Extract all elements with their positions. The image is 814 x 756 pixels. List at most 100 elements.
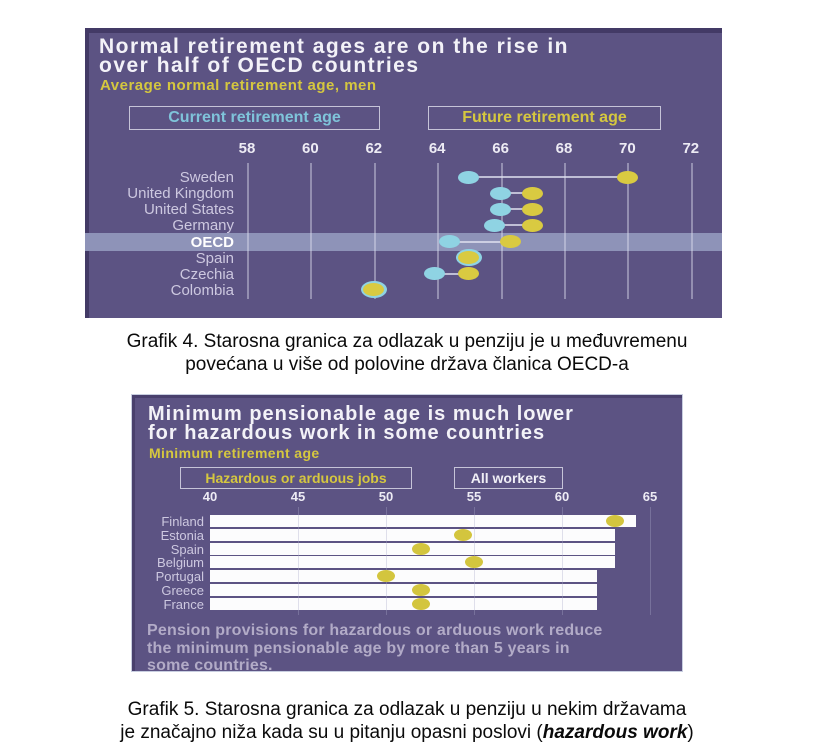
all-workers-bar: [210, 597, 598, 610]
x-gridline: [690, 163, 693, 299]
chart1-plot-area: 58 60 62 64 66 68 70 72 Sweden United Kingdom Unit…: [85, 28, 722, 318]
row-label-germany: Germany: [172, 217, 234, 235]
x-gridline: [310, 163, 313, 299]
chart2-note-line: some countries.: [147, 657, 273, 674]
legend-hazardous-jobs: Hazardous or arduous jobs: [180, 467, 412, 489]
connector-line: [494, 224, 533, 227]
chart2-title: Minimum pensionable age is much lower fo…: [148, 403, 574, 444]
hazardous-age-dot: [454, 528, 473, 541]
future-age-dot: [499, 235, 521, 249]
chart1-subtitle: Average normal retirement age, men: [100, 77, 377, 94]
row-label-united-kingdom: United Kingdom: [127, 185, 234, 203]
chart2-subtitle: Minimum retirement age: [149, 445, 320, 461]
legend-current-label: Current retirement age: [168, 109, 341, 126]
x-tick-label: 68: [555, 140, 573, 157]
current-age-dot: [483, 218, 505, 232]
caption5-line2: je značajno niža kada su u pitanju opasn…: [0, 721, 814, 744]
future-age-dot: [458, 267, 480, 281]
chart2-title-line2: for hazardous work in some countries: [148, 422, 546, 444]
connector-line: [500, 192, 533, 195]
current-age-dot: [490, 202, 512, 216]
legend-current-retirement-age: Current retirement age: [129, 106, 380, 130]
x-tick-label: 60: [302, 140, 319, 157]
row-label-colombia: Colombia: [170, 281, 234, 299]
x-gridline: [500, 163, 503, 299]
x-gridline: [627, 163, 630, 299]
caption4-line1: Grafik 4. Starosna granica za odlazak u …: [126, 331, 688, 352]
row-label-spain: Spain: [170, 541, 204, 557]
future-age-dot: [521, 218, 543, 232]
future-age-dot: [616, 170, 638, 184]
caption5-line2-prefix: je značajno niža kada su u pitanju opasn…: [120, 722, 543, 743]
chart2-plot-area: 40 45 50 55 60 65 Finland Estonia Spain Belgium Po…: [132, 395, 682, 674]
chart2-note-line: Pension provisions for hazardous or ardu…: [147, 622, 603, 639]
legend-future-retirement-age: Future retirement age: [428, 106, 661, 130]
x-tick-label: 66: [492, 140, 509, 157]
row-label-belgium: Belgium: [157, 555, 204, 571]
current-age-dot: [490, 186, 512, 200]
hazardous-age-dot: [412, 597, 431, 610]
all-workers-bar: [210, 528, 615, 541]
row-label-sweden: Sweden: [179, 169, 234, 186]
x-tick-label: 55: [466, 489, 482, 504]
x-tick-label: 62: [365, 140, 383, 157]
future-age-dot: [363, 283, 385, 297]
caption5-line2-suffix: ): [687, 722, 694, 743]
x-tick-label: 70: [619, 140, 636, 157]
current-age-dot: [423, 267, 445, 281]
hazardous-age-dot: [465, 556, 483, 569]
hazardous-age-dot: [605, 515, 624, 527]
x-gridline: [437, 163, 440, 299]
legend-hazardous-label: Hazardous or arduous jobs: [205, 470, 387, 486]
caption4-line2: povećana u više od polovine država člani…: [185, 354, 629, 375]
x-gridline: [562, 507, 563, 615]
caption5-line1: Grafik 5. Starosna granica za odlazak u …: [127, 699, 687, 720]
chart-normal-retirement-ages: Normal retirement ages are on the rise i…: [85, 28, 722, 318]
hazardous-age-dot: [412, 542, 431, 555]
x-gridline: [247, 163, 249, 299]
x-tick-label: 72: [682, 140, 700, 157]
x-tick-label: 64: [428, 140, 446, 157]
connector-line: [434, 272, 469, 275]
all-workers-bar: [210, 556, 615, 569]
x-gridline: [650, 507, 651, 615]
row-label-portugal: Portugal: [155, 569, 204, 585]
row-label-spain: Spain: [195, 249, 234, 267]
chart-minimum-pensionable-age: Minimum pensionable age is much lower fo…: [131, 394, 683, 674]
row-label-france: France: [163, 596, 204, 612]
row-label-greece: Greece: [161, 583, 204, 599]
x-gridline: [373, 163, 376, 299]
future-age-dot: [458, 251, 480, 265]
row-label-oecd: OECD: [190, 233, 234, 251]
current-age-dot: [439, 235, 461, 249]
connector-line: [500, 208, 533, 211]
chart2-title-line1: Minimum pensionable age is much lower: [148, 403, 574, 425]
hazardous-age-dot: [412, 584, 431, 597]
x-gridline: [386, 507, 387, 615]
row-label-united-states: United States: [143, 201, 234, 219]
caption-grafik-4: Grafik 4. Starosna granica za odlazak u …: [0, 330, 814, 376]
x-tick-label: 65: [642, 489, 658, 504]
all-workers-bar: [210, 584, 598, 597]
legend-future-label: Future retirement age: [462, 109, 627, 126]
x-tick-label: 60: [554, 489, 570, 504]
all-workers-bar: [210, 570, 598, 583]
row-label-finland: Finland: [161, 514, 204, 529]
chart1-title: Normal retirement ages are on the rise i…: [99, 35, 569, 77]
x-tick-label: 58: [238, 140, 256, 157]
connector-line: [468, 176, 628, 178]
caption5-line2-italic: hazardous work: [542, 722, 688, 743]
future-age-dot: [521, 186, 543, 200]
row-label-czechia: Czechia: [179, 265, 234, 283]
chart1-title-line1: Normal retirement ages are on the rise i…: [99, 35, 569, 58]
future-age-dot: [521, 202, 543, 216]
x-tick-label: 40: [202, 489, 218, 504]
legend-all-workers-label: All workers: [470, 470, 547, 486]
chart1-title-line2: over half of OECD countries: [99, 54, 420, 77]
caption-grafik-5: Grafik 5. Starosna granica za odlazak u …: [0, 698, 814, 744]
current-age-dot: [458, 170, 480, 184]
oecd-highlight-band: [85, 232, 722, 251]
row-label-estonia: Estonia: [160, 527, 204, 543]
x-gridline: [564, 163, 566, 299]
connector-line: [449, 240, 511, 243]
